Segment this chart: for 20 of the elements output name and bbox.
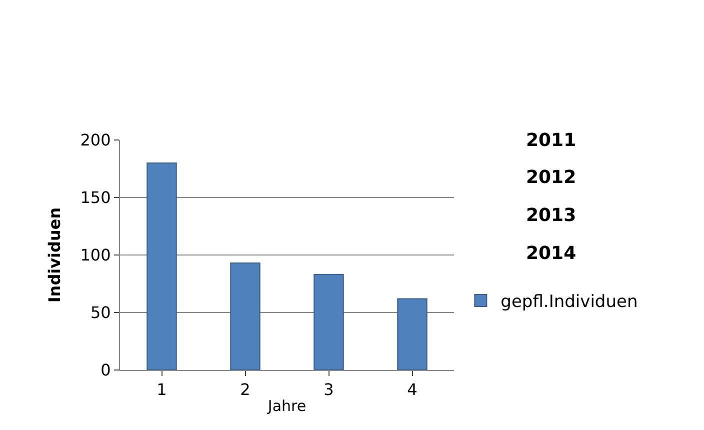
- y-tick-label: 0: [100, 360, 111, 380]
- x-tick-label: 4: [407, 380, 418, 400]
- text: 2014: [526, 243, 576, 264]
- x-axis-title: Jahre: [266, 397, 306, 416]
- legend-label: gepfl.Individuen: [500, 292, 638, 312]
- bar: [314, 274, 344, 370]
- x-tick-label: 1: [156, 380, 167, 400]
- x-tick-label: 3: [324, 380, 334, 400]
- y-tick-label: 200: [80, 130, 111, 150]
- y-tick-label: 50: [90, 303, 111, 322]
- text: 2013: [526, 205, 576, 226]
- x-tick-label: 2: [240, 380, 250, 400]
- bar: [146, 162, 177, 370]
- bar: [397, 298, 428, 370]
- y-axis-title: Individuen: [45, 207, 64, 303]
- text: 2011: [526, 130, 576, 151]
- y-tick-label: 150: [80, 188, 111, 208]
- y-tick-label: 100: [80, 246, 111, 265]
- bar: [230, 262, 260, 370]
- text: 2012: [526, 167, 576, 188]
